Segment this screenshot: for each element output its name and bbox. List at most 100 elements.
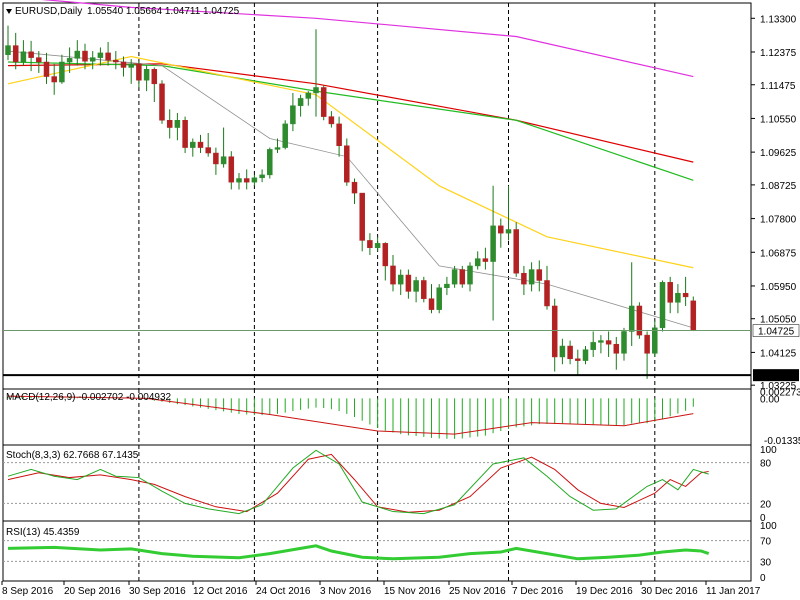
macd-panel[interactable]: MACD(12,26,9) -0.002702 -0.004932 [2, 388, 752, 446]
candle-body [228, 156, 235, 183]
macd-tick-label: 0.002273 [760, 387, 800, 398]
candle-body [405, 274, 412, 292]
candle-body [582, 349, 589, 361]
candle-body [59, 61, 65, 83]
candle-body [344, 145, 350, 183]
candle-body [12, 45, 19, 63]
candle-body [151, 69, 158, 85]
price-tick-label: 1.11475 [760, 81, 796, 92]
candle-body [120, 61, 127, 68]
candle-body [351, 181, 358, 194]
candle-body [282, 123, 288, 148]
rsi-title: RSI(13) 45.4359 [6, 527, 80, 538]
candle-body [482, 258, 489, 262]
rsi-tick-label: 70 [760, 537, 772, 548]
candle-body [559, 345, 566, 358]
candle-body [74, 50, 81, 59]
current-price-label: 1.04725 [758, 327, 795, 338]
rsi-line [7, 544, 710, 561]
candle-body [474, 258, 481, 267]
rsi-panel[interactable]: RSI(13) 45.4359 [2, 520, 752, 582]
macd-tick-label: -0.013358 [764, 436, 800, 447]
price-tick-label: 1.12375 [760, 48, 797, 59]
rsi-levels [3, 540, 751, 562]
candle-body [682, 292, 689, 298]
price-tick-label: 1.13300 [760, 14, 797, 25]
candle-body [66, 58, 73, 63]
candle-body [667, 282, 673, 303]
stoch-tick-label: 0 [760, 513, 766, 524]
stoch-tick-label: 100 [760, 445, 777, 456]
candle-body [621, 331, 627, 354]
candle-body [444, 283, 450, 289]
candle-body [174, 120, 181, 128]
level-price-label: 1.03500 [758, 371, 795, 382]
date-tick-label: 20 Sep 2016 [64, 586, 121, 597]
moving-average-line [41, 0, 694, 78]
time-axis: 8 Sep 2016 20 Sep 2016 30 Sep 2016 12 Oct 2… [1, 581, 761, 597]
candle-body [598, 340, 604, 343]
candle-body [436, 287, 442, 310]
rsi-axis: 100 70 30 0 [760, 521, 777, 584]
candle-body [567, 345, 573, 360]
macd-histogram [7, 396, 694, 439]
candle-body [36, 57, 42, 63]
candle-body [590, 342, 596, 350]
date-tick-label: 11 Jan 2017 [706, 586, 761, 597]
rsi-tick-label: 100 [760, 521, 777, 532]
macd-tick-label: 0.00 [760, 394, 780, 405]
candle-body [336, 123, 342, 146]
candle-body [51, 76, 57, 83]
ohlc-values: 1.05540 1.05664 1.04711 1.04725 [87, 6, 240, 17]
level-price-tag: 1.03500 [753, 369, 799, 382]
candle-body [136, 63, 142, 81]
price-tick-label: 1.09625 [760, 148, 797, 159]
candle-body [628, 305, 635, 332]
price-panel[interactable]: EURUSD,Daily 1.05540 1.05664 1.04711 1.0… [2, 0, 752, 390]
candle-body [113, 59, 119, 63]
candle-body [297, 98, 304, 106]
candle-body [690, 300, 697, 331]
candle-body [359, 192, 365, 241]
candle-body [605, 340, 612, 345]
candle-body [105, 52, 111, 61]
date-tick-label: 15 Nov 2016 [384, 586, 441, 597]
candle-body [382, 243, 389, 267]
candle-body [536, 269, 543, 281]
candle-body [513, 229, 519, 274]
date-tick-label: 25 Nov 2016 [449, 586, 506, 597]
candle-body [367, 240, 373, 248]
stoch-axis: 100 80 20 0 [760, 445, 777, 524]
date-tick-label: 30 Dec 2016 [641, 586, 698, 597]
candle-body [374, 243, 381, 248]
candle-body [320, 87, 327, 117]
current-price-tag-bg [752, 324, 800, 337]
candle-body [428, 298, 435, 310]
price-tick-label: 1.03225 [760, 381, 797, 392]
candle-body [143, 69, 150, 81]
candle-body [498, 225, 504, 234]
candle-body [28, 51, 34, 58]
symbol-timeframe: EURUSD,Daily [15, 6, 82, 17]
candle-body [313, 87, 319, 94]
candle-body [528, 269, 535, 285]
candle-body [251, 177, 258, 183]
candle-body [421, 280, 427, 299]
candle-body [490, 225, 496, 262]
stoch-signal-line [7, 453, 709, 513]
candle-body [267, 149, 273, 176]
stoch-levels [3, 462, 751, 504]
candle-body [413, 280, 419, 292]
candle-body [575, 358, 581, 361]
stoch-main-line [7, 449, 709, 515]
candle-body [521, 272, 527, 285]
stoch-tick-label: 20 [760, 499, 772, 510]
macd-title: MACD(12,26,9) -0.002702 -0.004932 [6, 392, 172, 403]
rsi-tick-label: 30 [760, 557, 772, 568]
stoch-title: Stoch(8,3,3) 62.7668 67.1435 [6, 450, 139, 461]
candle-body [505, 229, 512, 234]
price-tick-label: 1.08725 [760, 181, 797, 192]
